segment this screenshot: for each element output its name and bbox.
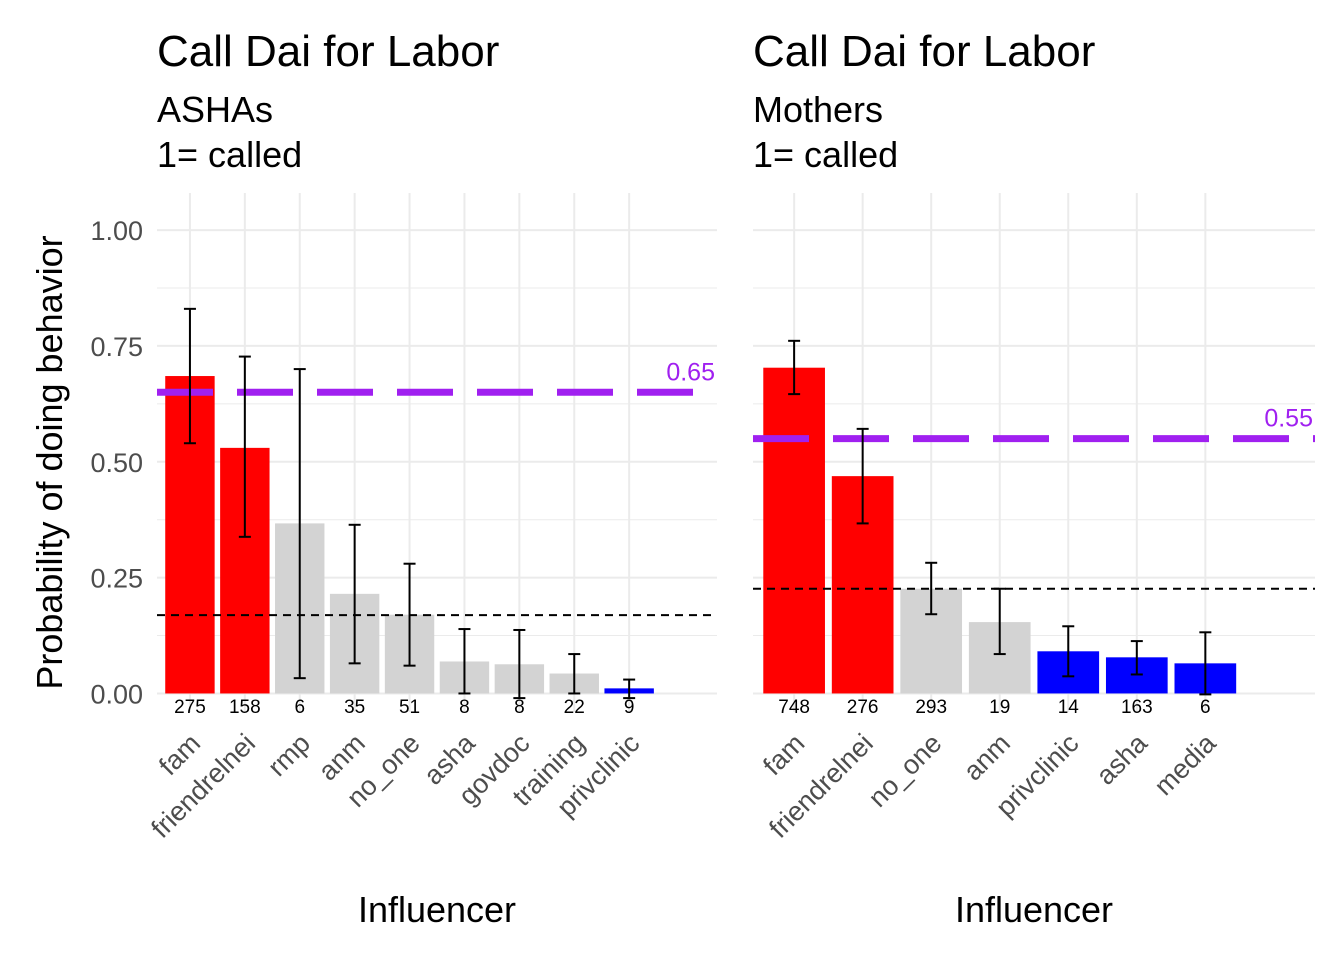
- x-tick-label: asha: [1090, 727, 1153, 790]
- error-bar-anm: [993, 587, 1006, 656]
- error-bar-anm: [348, 523, 361, 665]
- bar-fam: [763, 367, 825, 694]
- chart-subtitle-line: ASHAs: [157, 89, 273, 130]
- count-label: 35: [344, 697, 365, 718]
- count-label: 276: [847, 697, 879, 718]
- count-label: 14: [1058, 697, 1080, 718]
- x-tick-label: rmp: [262, 728, 316, 782]
- x-tick-label: media: [1148, 727, 1222, 801]
- y-tick-label: 0.50: [90, 448, 143, 478]
- y-tick-label: 0.25: [90, 564, 143, 594]
- y-tick-label: 0.75: [90, 332, 143, 362]
- y-axis-title: Probability of doing behavior: [29, 235, 70, 689]
- chart-title: Call Dai for Labor: [157, 27, 499, 76]
- error-bar-fam: [788, 339, 801, 396]
- count-label: 6: [1200, 697, 1211, 718]
- x-axis-title: Influencer: [358, 889, 516, 930]
- error-bar-asha: [1130, 640, 1143, 676]
- count-label: 6: [294, 697, 305, 718]
- x-axis-title: Influencer: [955, 889, 1113, 930]
- y-tick-label: 0.00: [90, 679, 143, 709]
- x-tick-label: anm: [958, 728, 1016, 786]
- error-bar-privclinic: [623, 678, 636, 700]
- count-label: 22: [564, 697, 585, 718]
- reference-line-label: 0.65: [666, 358, 715, 386]
- count-label: 275: [174, 697, 206, 718]
- count-label: 8: [514, 697, 525, 718]
- chart-subtitle-line: Mothers: [753, 89, 883, 130]
- count-label: 163: [1121, 697, 1153, 718]
- count-label: 748: [778, 697, 810, 718]
- error-bar-no_one: [403, 562, 416, 667]
- error-bar-fam: [183, 307, 196, 445]
- error-bar-govdoc: [513, 628, 526, 700]
- x-tick-label: friendrelnei: [145, 728, 261, 844]
- y-tick-label: 1.00: [90, 216, 143, 246]
- count-label: 9: [624, 697, 635, 718]
- x-tick-label: no_one: [863, 728, 948, 813]
- count-label: 8: [459, 697, 470, 718]
- count-label: 19: [989, 697, 1010, 718]
- x-tick-label: fam: [757, 728, 810, 781]
- count-label: 293: [915, 697, 947, 718]
- chart-subtitle-line: 1= called: [157, 134, 302, 175]
- error-bar-media: [1199, 631, 1212, 696]
- chart-title: Call Dai for Labor: [753, 27, 1095, 76]
- chart-subtitle-line: 1= called: [753, 134, 898, 175]
- count-label: 51: [399, 697, 420, 718]
- error-bar-privclinic: [1062, 625, 1075, 678]
- error-bar-friendrelnei: [856, 427, 869, 525]
- error-bar-rmp: [293, 368, 306, 680]
- count-label: 158: [229, 697, 261, 718]
- error-bar-asha: [458, 628, 471, 695]
- error-bar-friendrelnei: [238, 355, 251, 538]
- reference-line-label: 0.55: [1264, 405, 1313, 433]
- error-bar-training: [568, 653, 581, 695]
- error-bar-no_one: [925, 561, 938, 616]
